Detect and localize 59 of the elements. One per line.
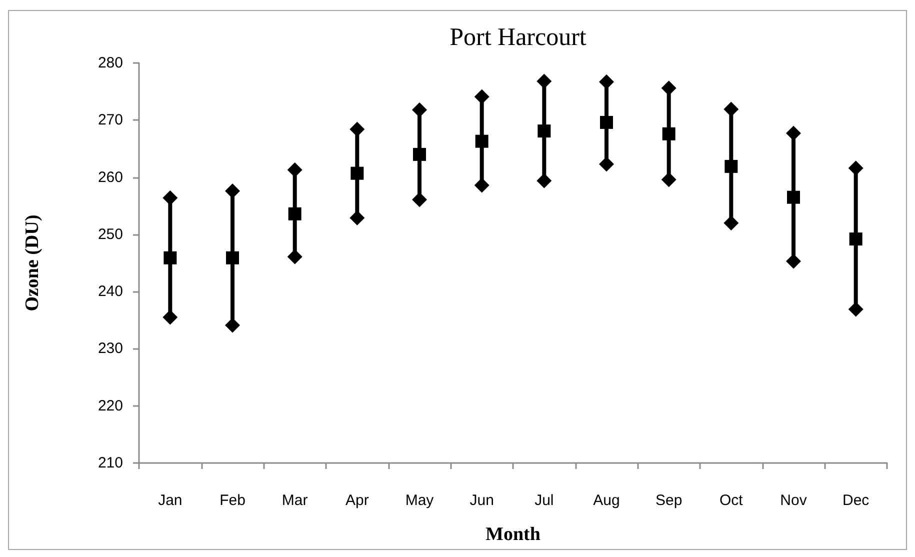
point xyxy=(350,166,364,180)
point xyxy=(536,173,552,188)
point xyxy=(162,190,178,206)
point xyxy=(661,172,676,188)
y-axis-title: Ozone (DU) xyxy=(22,214,43,312)
y-tick-label: 270 xyxy=(98,112,123,129)
point xyxy=(474,178,490,193)
point xyxy=(786,126,801,141)
point xyxy=(787,190,800,204)
x-axis-title: Month xyxy=(486,524,541,545)
y-tick-label: 230 xyxy=(98,340,123,358)
point xyxy=(661,80,676,96)
x-tick-label: Feb xyxy=(220,492,246,509)
x-tick-label: Aug xyxy=(593,492,620,509)
x-tick-label: Jun xyxy=(470,492,494,509)
point xyxy=(288,207,302,220)
y-tick-label: 220 xyxy=(98,397,123,414)
x-tick-label: May xyxy=(405,492,434,509)
point xyxy=(475,134,488,148)
point xyxy=(287,162,302,178)
point xyxy=(538,124,551,138)
x-tick-label: Jan xyxy=(158,492,182,509)
point xyxy=(724,160,738,173)
point xyxy=(413,148,426,161)
point xyxy=(412,102,427,118)
point xyxy=(350,122,365,137)
chart-title: Port Harcourt xyxy=(450,24,586,51)
y-tick-label: 260 xyxy=(98,168,123,186)
point xyxy=(225,184,240,198)
point xyxy=(849,232,862,246)
point xyxy=(350,210,365,226)
point xyxy=(599,74,614,90)
point xyxy=(600,116,613,129)
point xyxy=(226,251,239,264)
point xyxy=(848,160,864,176)
point xyxy=(599,156,614,172)
point xyxy=(162,310,178,325)
x-tick-label: Apr xyxy=(345,492,369,509)
x-tick-label: Sep xyxy=(655,492,682,509)
point xyxy=(848,302,864,317)
point xyxy=(412,192,427,208)
point xyxy=(662,127,676,140)
x-tick-label: Oct xyxy=(719,492,744,509)
x-tick-label: Jul xyxy=(534,492,554,509)
x-tick-label: Dec xyxy=(842,492,870,509)
x-tick-label: Nov xyxy=(780,492,808,509)
point xyxy=(724,102,739,117)
point xyxy=(225,318,240,333)
y-tick-label: 280 xyxy=(98,54,123,72)
point xyxy=(536,74,552,89)
point xyxy=(786,254,801,269)
point xyxy=(724,216,739,230)
y-tick-label: 240 xyxy=(98,283,123,300)
y-tick-label: 250 xyxy=(98,226,123,243)
y-tick-label: 210 xyxy=(98,454,123,472)
x-tick-label: Mar xyxy=(282,492,308,509)
point xyxy=(287,249,302,264)
point xyxy=(474,89,490,104)
point xyxy=(164,251,177,264)
